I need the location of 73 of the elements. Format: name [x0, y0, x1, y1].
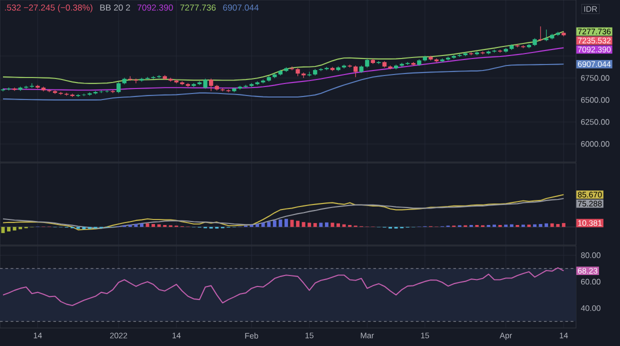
text: 7092.390 [138, 4, 173, 11]
bar [342, 224, 346, 227]
candlestick [0, 88, 6, 92]
bar [256, 224, 260, 227]
y-tick-label: 60.00 [581, 278, 600, 285]
x-tick-label: 15 [421, 332, 430, 338]
bar [152, 224, 156, 227]
text: 75.288 [578, 200, 602, 206]
bar [330, 222, 334, 227]
bar [319, 222, 323, 227]
candlestick [104, 90, 110, 93]
bar [538, 224, 542, 227]
bar [324, 222, 328, 227]
bar [12, 226, 16, 230]
y-tick-label: 40.00 [580, 305, 600, 312]
bar [533, 224, 537, 227]
candlestick [134, 78, 138, 84]
text: 85.670 [578, 192, 602, 198]
bar [302, 222, 306, 227]
bar [296, 220, 300, 227]
y-tick-label: 80.00 [581, 252, 600, 258]
text: 10.381 [578, 220, 602, 226]
bar [278, 220, 282, 227]
bar [556, 224, 560, 227]
bar [308, 222, 312, 227]
bar [510, 224, 514, 227]
x-tick-label: 14 [34, 332, 42, 338]
annotation: .532 −27.245 (−0.38%) [5, 4, 92, 12]
bar [544, 223, 548, 227]
y-tick-label: 6250.00 [581, 119, 610, 125]
bar [134, 224, 138, 227]
legend-title: BB 20 2 [100, 4, 130, 11]
data-label: 7277.736 [578, 28, 611, 34]
bar [18, 226, 22, 230]
bar [157, 224, 161, 227]
bar [140, 223, 144, 227]
bar [562, 223, 566, 227]
text: 7235.532 [578, 38, 611, 44]
data-label: 7092.390 [578, 46, 611, 52]
text: 6907.044 [223, 4, 259, 11]
candlestick [515, 44, 520, 48]
bar [267, 222, 271, 227]
candlestick [538, 26, 543, 42]
y-tick-label: 6750.00 [581, 75, 610, 81]
bar [550, 223, 554, 227]
candlestick [209, 78, 214, 92]
candlestick [354, 65, 358, 78]
candlestick [116, 82, 121, 94]
y-tick-label: 6000.00 [581, 141, 610, 147]
bar [82, 226, 86, 230]
x-tick-label: Apr [500, 332, 512, 340]
text: 7277.736 [180, 4, 216, 11]
bar [272, 220, 276, 227]
bar [336, 223, 340, 227]
candlestick [301, 72, 306, 78]
x-tick-label: 14 [172, 332, 181, 338]
bar [284, 218, 288, 227]
y-tick-label: 6500.00 [581, 97, 610, 103]
candlestick [544, 29, 548, 42]
bar [313, 223, 317, 227]
x-tick-label: 2022 [110, 332, 128, 338]
data-label: 6907.044 [578, 61, 611, 67]
x-tick-label: Feb [245, 332, 258, 339]
candlestick [156, 74, 162, 78]
bar [7, 226, 11, 232]
text: IDR [584, 6, 598, 12]
candlestick [145, 76, 150, 80]
bar [261, 222, 265, 227]
candlestick [82, 93, 86, 97]
x-tick-label: Mar [360, 332, 374, 338]
data-label: 68.23 [578, 268, 598, 274]
x-tick-label: 14 [560, 332, 568, 338]
x-tick-label: 15 [306, 332, 314, 338]
